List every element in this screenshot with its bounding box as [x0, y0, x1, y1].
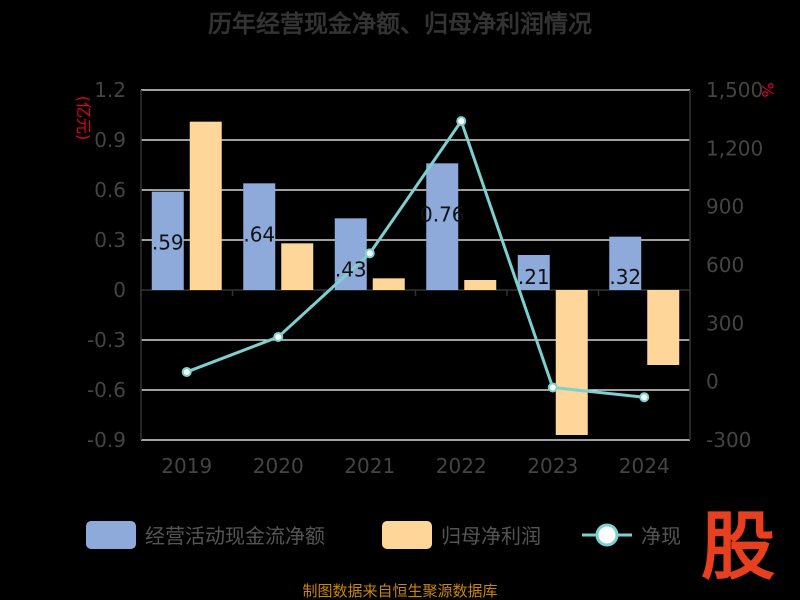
- logo-glyph: 股: [701, 504, 775, 590]
- y-left-tick: 0.9: [94, 128, 126, 152]
- y-right-tick: 900: [706, 195, 744, 219]
- y-left-tick: 1.2: [94, 78, 126, 102]
- y-left-tick: -0.6: [87, 378, 126, 402]
- source-note: 制图数据来自恒生聚源数据库: [302, 582, 497, 600]
- legend-label-ratio: 净现: [641, 524, 681, 548]
- x-tick-label: 2022: [436, 454, 487, 478]
- bar-profit: [647, 290, 680, 365]
- y-right-unit: %: [758, 82, 777, 97]
- data-label-cashflow: .32: [609, 265, 641, 289]
- bar-profit: [555, 290, 588, 435]
- x-axis: 2019 2020 2021 2022 2023 2024: [140, 290, 691, 478]
- y-right-tick: 1,200: [706, 136, 763, 160]
- x-tick-label: 2021: [344, 454, 395, 478]
- y-left-tick: -0.9: [87, 428, 126, 452]
- data-label-cashflow: 0.76: [420, 202, 465, 226]
- data-label-cashflow: .21: [518, 265, 550, 289]
- bar-cashflow: [517, 255, 550, 290]
- legend-marker: [595, 523, 619, 547]
- bar-profit: [189, 121, 222, 291]
- ratio-point: [547, 382, 558, 393]
- bar-cashflow: [426, 163, 459, 290]
- x-tick-label: 2019: [161, 454, 212, 478]
- y-left-tick: 0.3: [94, 228, 126, 252]
- legend-label-profit: 归母净利润: [441, 524, 541, 548]
- y-left-tick: 0: [113, 278, 126, 302]
- data-label-cashflow: .59: [152, 231, 184, 255]
- grid: [140, 89, 691, 441]
- y-right-tick: 600: [706, 253, 744, 277]
- ratio-point: [456, 116, 467, 127]
- y-right-tick: 1,500: [706, 78, 763, 102]
- ratio-point: [273, 331, 284, 342]
- chart-title: 历年经营现金净额、归母净利润情况: [208, 10, 592, 38]
- bars: [151, 121, 680, 435]
- bar-profit: [281, 243, 314, 290]
- ratio-point: [181, 366, 192, 377]
- data-label-cashflow: .43: [335, 257, 367, 281]
- y-axis-left: 1.2 0.9 0.6 0.3 0 -0.3 -0.6 -0.9: [87, 78, 126, 452]
- y-right-tick: 300: [706, 311, 744, 335]
- ratio-line: [186, 117, 645, 399]
- bar-cashflow: [151, 191, 184, 290]
- y-axis-right: 1,500 1,200 900 600 300 0 -300: [706, 78, 763, 452]
- bar-cashflow: [243, 183, 276, 290]
- y-left-unit: (亿元): [74, 96, 93, 141]
- bar-profit: [464, 280, 497, 290]
- line-series: [181, 116, 650, 403]
- y-left-tick: -0.3: [87, 328, 126, 352]
- legend-swatch-cashflow: [86, 521, 136, 549]
- x-tick-label: 2024: [619, 454, 670, 478]
- x-tick-label: 2023: [527, 454, 578, 478]
- bar-cashflow: [334, 218, 367, 290]
- bar-cashflow: [609, 236, 642, 290]
- legend: 经营活动现金流净额 归母净利润 净现: [86, 521, 681, 549]
- data-labels: .59 .64 .43 0.76 .21 .32: [152, 202, 641, 289]
- ratio-point: [364, 248, 375, 259]
- bar-profit: [372, 278, 405, 290]
- legend-swatch-profit: [382, 521, 432, 549]
- legend-label-cashflow: 经营活动现金流净额: [145, 524, 325, 548]
- y-right-tick: -300: [706, 428, 751, 452]
- ratio-point: [639, 392, 650, 403]
- y-left-tick: 0.6: [94, 178, 126, 202]
- data-label-cashflow: .64: [243, 222, 275, 246]
- x-tick-label: 2020: [253, 454, 304, 478]
- y-right-tick: 0: [706, 370, 719, 394]
